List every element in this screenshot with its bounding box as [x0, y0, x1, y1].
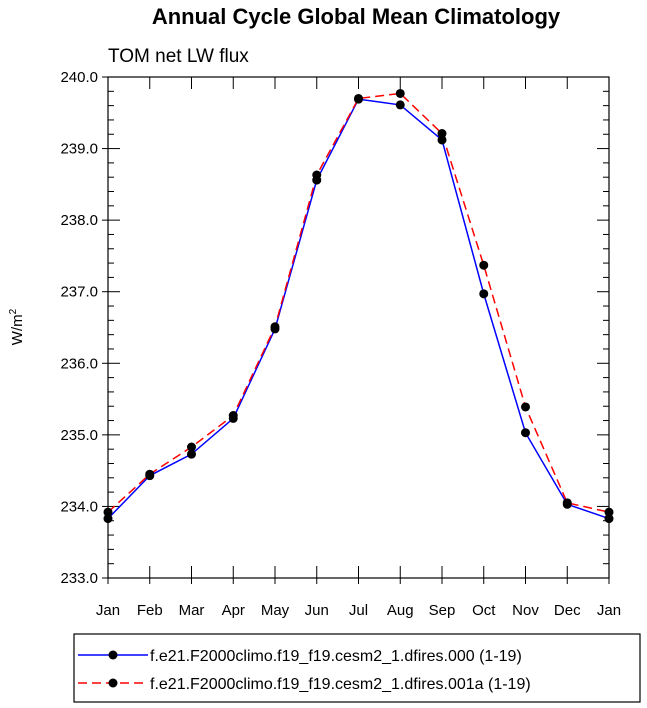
y-tick-label: 234.0	[60, 498, 98, 515]
x-tick-label: Mar	[179, 602, 205, 619]
data-point-series-0	[437, 135, 447, 145]
x-tick-label: Jan	[597, 602, 621, 619]
data-point-series-1	[270, 322, 280, 332]
x-tick-label: Jun	[305, 602, 329, 619]
x-tick-label: May	[261, 602, 290, 619]
y-tick-label: 240.0	[60, 69, 98, 86]
data-point-series-0	[187, 449, 196, 459]
series-line-0	[107, 98, 610, 520]
legend-label-series-0: f.e21.F2000climo.f19_f19.cesm2_1.dfires.…	[150, 648, 522, 665]
data-point-series-1	[145, 469, 155, 479]
legend-label-series-1: f.e21.F2000climo.f19_f19.cesm2_1.dfires.…	[150, 676, 531, 693]
y-axis: 233.0 234.0 235.0 236.0 237.0 238.0 239.0 240.0	[60, 69, 609, 587]
data-point-series-0	[479, 289, 489, 299]
y-tick-label: 233.0	[60, 570, 98, 587]
x-tick-label: Sep	[429, 602, 456, 619]
chart-subtitle: TOM net LW flux	[108, 46, 249, 67]
data-point-series-1	[228, 411, 238, 421]
legend-marker-series-1	[108, 678, 118, 688]
legend-marker-series-0	[108, 650, 118, 660]
y-tick-label: 235.0	[60, 427, 98, 444]
plot-frame	[107, 76, 610, 579]
y-axis-label-unit: W/m	[9, 314, 26, 345]
data-point-series-1	[187, 442, 196, 452]
data-point-series-1	[437, 129, 447, 139]
series-line-1	[107, 92, 610, 513]
x-tick-label: Nov	[512, 602, 539, 619]
x-tick-label: Jan	[96, 602, 120, 619]
data-point-series-1	[103, 507, 113, 517]
x-tick-label: Apr	[222, 602, 245, 619]
y-axis-label-superscript: 2	[8, 308, 19, 314]
x-tick-label: Feb	[137, 602, 163, 619]
x-axis: Jan Feb Mar Apr May Jun Jul Aug Sep Oct Nov Dec Jan	[96, 77, 621, 619]
data-point-series-0	[103, 514, 113, 524]
x-tick-label: Aug	[387, 602, 414, 619]
y-tick-label: 236.0	[60, 355, 98, 372]
series-points	[103, 88, 614, 524]
data-point-series-1	[562, 498, 572, 508]
y-axis-label: W/m2	[8, 308, 26, 345]
plot-area	[107, 76, 610, 579]
data-point-series-1	[521, 402, 530, 412]
legend-box	[73, 633, 641, 703]
data-point-series-0	[395, 100, 405, 110]
data-point-series-1	[479, 260, 489, 270]
x-tick-label: Jul	[349, 602, 368, 619]
y-tick-label: 239.0	[60, 141, 98, 158]
series-lines	[107, 92, 610, 520]
data-point-series-1	[354, 93, 363, 103]
data-point-series-1	[312, 170, 322, 180]
legend: f.e21.F2000climo.f19_f19.cesm2_1.dfires.…	[73, 633, 641, 703]
chart-title: Annual Cycle Global Mean Climatology	[152, 4, 561, 29]
x-tick-label: Oct	[472, 602, 496, 619]
data-point-series-1	[395, 88, 405, 98]
data-point-series-0	[521, 428, 530, 438]
data-point-series-0	[604, 514, 614, 524]
y-tick-label: 238.0	[60, 212, 98, 229]
y-tick-label: 237.0	[60, 284, 98, 301]
x-tick-label: Dec	[554, 602, 581, 619]
data-point-series-1	[604, 507, 614, 517]
